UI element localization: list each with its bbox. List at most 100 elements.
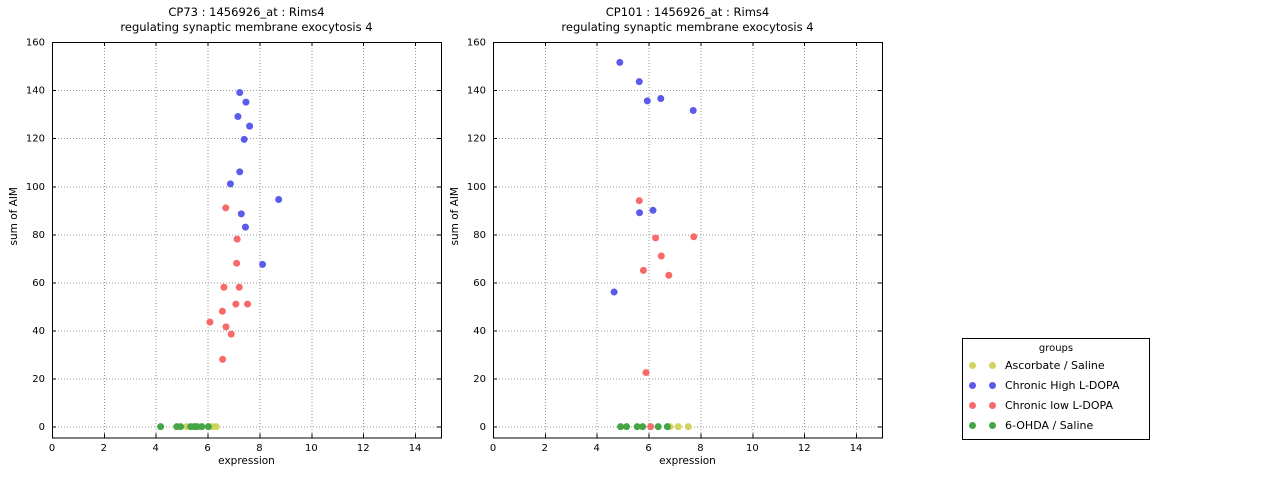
data-point xyxy=(236,88,244,96)
data-point xyxy=(657,95,665,102)
data-point xyxy=(222,204,230,212)
data-point xyxy=(617,423,625,431)
data-point xyxy=(649,206,657,214)
data-point xyxy=(654,423,662,431)
plot2-title-line1: CP101 : 1456926_at : Rims4 xyxy=(605,5,770,19)
x-tick-label: 14 xyxy=(409,443,422,454)
data-point xyxy=(241,223,249,231)
y-tick-label: 40 xyxy=(32,326,45,337)
data-point xyxy=(639,266,647,274)
data-point xyxy=(616,58,624,66)
data-points xyxy=(610,58,698,431)
y-tick-label: 80 xyxy=(473,230,486,241)
data-point xyxy=(674,423,682,431)
y-tick-label: 60 xyxy=(473,278,486,289)
legend-entry-label: Chronic low L-DOPA xyxy=(1005,398,1114,412)
legend: groups Ascorbate / Saline Chronic High L-… xyxy=(962,338,1150,440)
data-point xyxy=(689,107,697,115)
x-tick-label: 4 xyxy=(153,443,159,454)
data-point xyxy=(633,423,641,431)
data-point xyxy=(218,307,226,315)
data-point xyxy=(643,97,651,105)
y-tick-label: 0 xyxy=(39,422,45,433)
data-point xyxy=(639,423,647,431)
plot1-title-line1: CP73 : 1456926_at : Rims4 xyxy=(168,5,325,19)
data-point xyxy=(635,197,643,205)
plot1-title-line2: regulating synaptic membrane exocytosis … xyxy=(120,20,373,34)
data-point xyxy=(227,330,235,338)
y-tick-label: 120 xyxy=(26,134,45,145)
y-tick-label: 140 xyxy=(26,86,45,97)
data-point xyxy=(233,235,241,243)
data-point xyxy=(242,98,250,106)
data-point xyxy=(647,423,655,431)
data-point xyxy=(235,283,243,291)
legend-row: Chronic High L-DOPA xyxy=(963,375,1149,395)
legend-marker-icon xyxy=(989,401,996,409)
legend-row: Ascorbate / Saline xyxy=(963,355,1149,375)
x-tick-label: 14 xyxy=(850,443,863,454)
data-point xyxy=(690,233,698,241)
plot1-title: CP73 : 1456926_at : Rims4 regulating syn… xyxy=(52,5,441,35)
tick-marks xyxy=(52,42,441,438)
x-tick-label: 2 xyxy=(542,443,548,454)
legend-rows: Ascorbate / Saline Chronic High L-DOPA Chr… xyxy=(963,355,1149,435)
legend-entry-label: Chronic High L-DOPA xyxy=(1005,378,1120,392)
plot1-ylabel: sum of AIM xyxy=(8,187,20,246)
data-point xyxy=(193,423,201,431)
data-point xyxy=(642,369,650,377)
legend-marker-icon xyxy=(989,381,996,389)
data-point xyxy=(275,195,283,203)
x-tick-label: 12 xyxy=(357,443,370,454)
tick-marks xyxy=(493,42,882,438)
data-point xyxy=(665,271,673,279)
y-tick-label: 20 xyxy=(32,374,45,385)
y-tick-label: 120 xyxy=(467,134,486,145)
plot2-ylabel: sum of AIM xyxy=(449,187,461,246)
data-point xyxy=(623,423,631,431)
data-point xyxy=(222,323,230,331)
data-point xyxy=(219,355,227,363)
data-point xyxy=(157,423,165,431)
data-point xyxy=(212,423,220,431)
y-tick-label: 40 xyxy=(473,326,486,337)
data-point xyxy=(198,423,206,431)
y-tick-label: 20 xyxy=(473,374,486,385)
x-tick-label: 4 xyxy=(594,443,600,454)
data-point xyxy=(232,300,240,308)
data-point xyxy=(246,122,254,130)
x-tick-label: 6 xyxy=(645,443,651,454)
data-point xyxy=(226,180,234,188)
data-point xyxy=(652,234,660,242)
plot1-xlabel: expression xyxy=(218,455,275,467)
x-tick-label: 10 xyxy=(746,443,759,454)
y-tick-label: 60 xyxy=(32,278,45,289)
data-point xyxy=(204,423,212,431)
x-tick-label: 2 xyxy=(101,443,107,454)
legend-marker-icon xyxy=(969,401,976,409)
data-point xyxy=(244,300,252,308)
data-point xyxy=(234,113,242,121)
legend-row: Chronic low L-DOPA xyxy=(963,395,1149,415)
data-point xyxy=(636,209,644,217)
y-tick-label: 100 xyxy=(467,182,486,193)
x-tick-label: 0 xyxy=(490,443,496,454)
x-tick-label: 6 xyxy=(204,443,210,454)
legend-entry-label: Ascorbate / Saline xyxy=(1005,358,1105,372)
data-point xyxy=(610,288,618,296)
y-tick-label: 160 xyxy=(26,38,45,49)
data-point xyxy=(240,135,248,143)
plot2-title-line2: regulating synaptic membrane exocytosis … xyxy=(561,20,814,34)
legend-marker-icon xyxy=(969,421,976,429)
legend-marker-icon xyxy=(989,361,996,369)
data-point xyxy=(236,168,244,176)
legend-title: groups xyxy=(1038,343,1074,354)
legend-entry-label: 6-OHDA / Saline xyxy=(1005,418,1094,432)
data-point xyxy=(259,260,267,268)
y-tick-label: 140 xyxy=(467,86,486,97)
plot-border xyxy=(52,42,442,439)
